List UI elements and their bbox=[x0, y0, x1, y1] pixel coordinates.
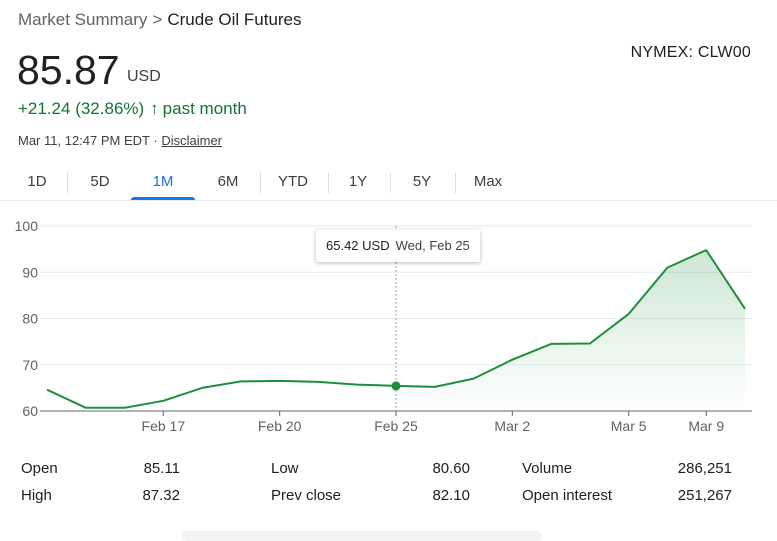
x-tick-label: Mar 9 bbox=[688, 418, 724, 434]
y-tick-label-80: 80 bbox=[22, 311, 38, 327]
y-tick-label-70: 70 bbox=[22, 357, 38, 373]
tab-divider bbox=[260, 173, 261, 193]
tab-divider bbox=[455, 173, 456, 193]
tooltip-date: Wed, Feb 25 bbox=[395, 238, 470, 253]
stat-label-open: Open bbox=[21, 460, 58, 477]
tab-5y[interactable]: 5Y bbox=[412, 173, 432, 190]
stat-value-open: 85.11 bbox=[143, 460, 180, 477]
tab-divider bbox=[67, 173, 68, 193]
y-tick-label-90: 90 bbox=[22, 264, 38, 280]
stat-value-high: 87.32 bbox=[142, 487, 180, 504]
breadcrumb: Market Summary > Crude Oil Futures bbox=[18, 10, 302, 30]
tab-1y[interactable]: 1Y bbox=[348, 173, 368, 190]
ticker-symbol: NYMEX: CLW00 bbox=[630, 44, 751, 61]
disclaimer-link[interactable]: Disclaimer bbox=[161, 133, 223, 148]
tab-divider bbox=[390, 173, 391, 193]
stat-value-prev-close: 82.10 bbox=[432, 487, 470, 504]
price-change: +21.24 (32.86%) ↑ past month bbox=[18, 99, 247, 119]
tab-ytd[interactable]: YTD bbox=[278, 173, 308, 190]
arrow-up-icon: ↑ bbox=[150, 99, 159, 118]
price-change-value: +21.24 (32.86%) bbox=[18, 99, 145, 118]
x-tick-label: Feb 25 bbox=[374, 418, 418, 434]
tabs-divider-line bbox=[0, 200, 777, 201]
price-change-period: past month bbox=[162, 99, 247, 118]
stat-label-low: Low bbox=[271, 460, 299, 477]
stat-label-prev-close: Prev close bbox=[271, 487, 342, 504]
tab-1m[interactable]: 1M bbox=[131, 168, 195, 200]
current-price: 85.87 bbox=[17, 47, 120, 93]
series-area bbox=[396, 250, 745, 411]
price-chart[interactable]: 60 70 80 90 100 Feb 17 Feb 20 Feb 25 Mar 2 Mar 5 M… bbox=[0, 210, 777, 440]
tooltip-value: 65.42 USD bbox=[326, 238, 390, 253]
breadcrumb-root-link[interactable]: Market Summary bbox=[18, 10, 148, 29]
timestamp-separator: · bbox=[153, 133, 158, 148]
x-tick-label: Feb 20 bbox=[258, 418, 302, 434]
stat-value-low: 80.60 bbox=[432, 460, 470, 477]
stat-value-volume: 286,251 bbox=[677, 460, 732, 477]
tab-divider bbox=[328, 173, 329, 193]
bottom-panel-edge bbox=[182, 531, 542, 541]
tab-5d[interactable]: 5D bbox=[90, 173, 110, 190]
breadcrumb-current: Crude Oil Futures bbox=[167, 10, 302, 29]
breadcrumb-separator: > bbox=[152, 10, 163, 29]
stat-label-volume: Volume bbox=[522, 460, 573, 477]
y-tick-label-100: 100 bbox=[15, 218, 39, 234]
stat-label-high: High bbox=[21, 487, 52, 504]
x-tick-label: Feb 17 bbox=[142, 418, 186, 434]
tab-1d[interactable]: 1D bbox=[27, 173, 47, 190]
y-tick-label-60: 60 bbox=[22, 403, 38, 419]
x-tick-label: Mar 5 bbox=[611, 418, 647, 434]
tab-max[interactable]: Max bbox=[473, 173, 503, 190]
highlight-point bbox=[391, 381, 401, 391]
quote-timestamp: Mar 11, 12:47 PM EDT · Disclaimer bbox=[18, 133, 222, 148]
tab-6m[interactable]: 6M bbox=[217, 173, 239, 190]
timestamp-text: Mar 11, 12:47 PM EDT bbox=[18, 133, 150, 148]
x-tick-label: Mar 2 bbox=[494, 418, 530, 434]
stat-label-open-interest: Open interest bbox=[522, 487, 613, 504]
chart-tooltip: 65.42 USD Wed, Feb 25 bbox=[316, 230, 480, 262]
price-currency: USD bbox=[127, 68, 161, 85]
stat-value-open-interest: 251,267 bbox=[677, 487, 732, 504]
